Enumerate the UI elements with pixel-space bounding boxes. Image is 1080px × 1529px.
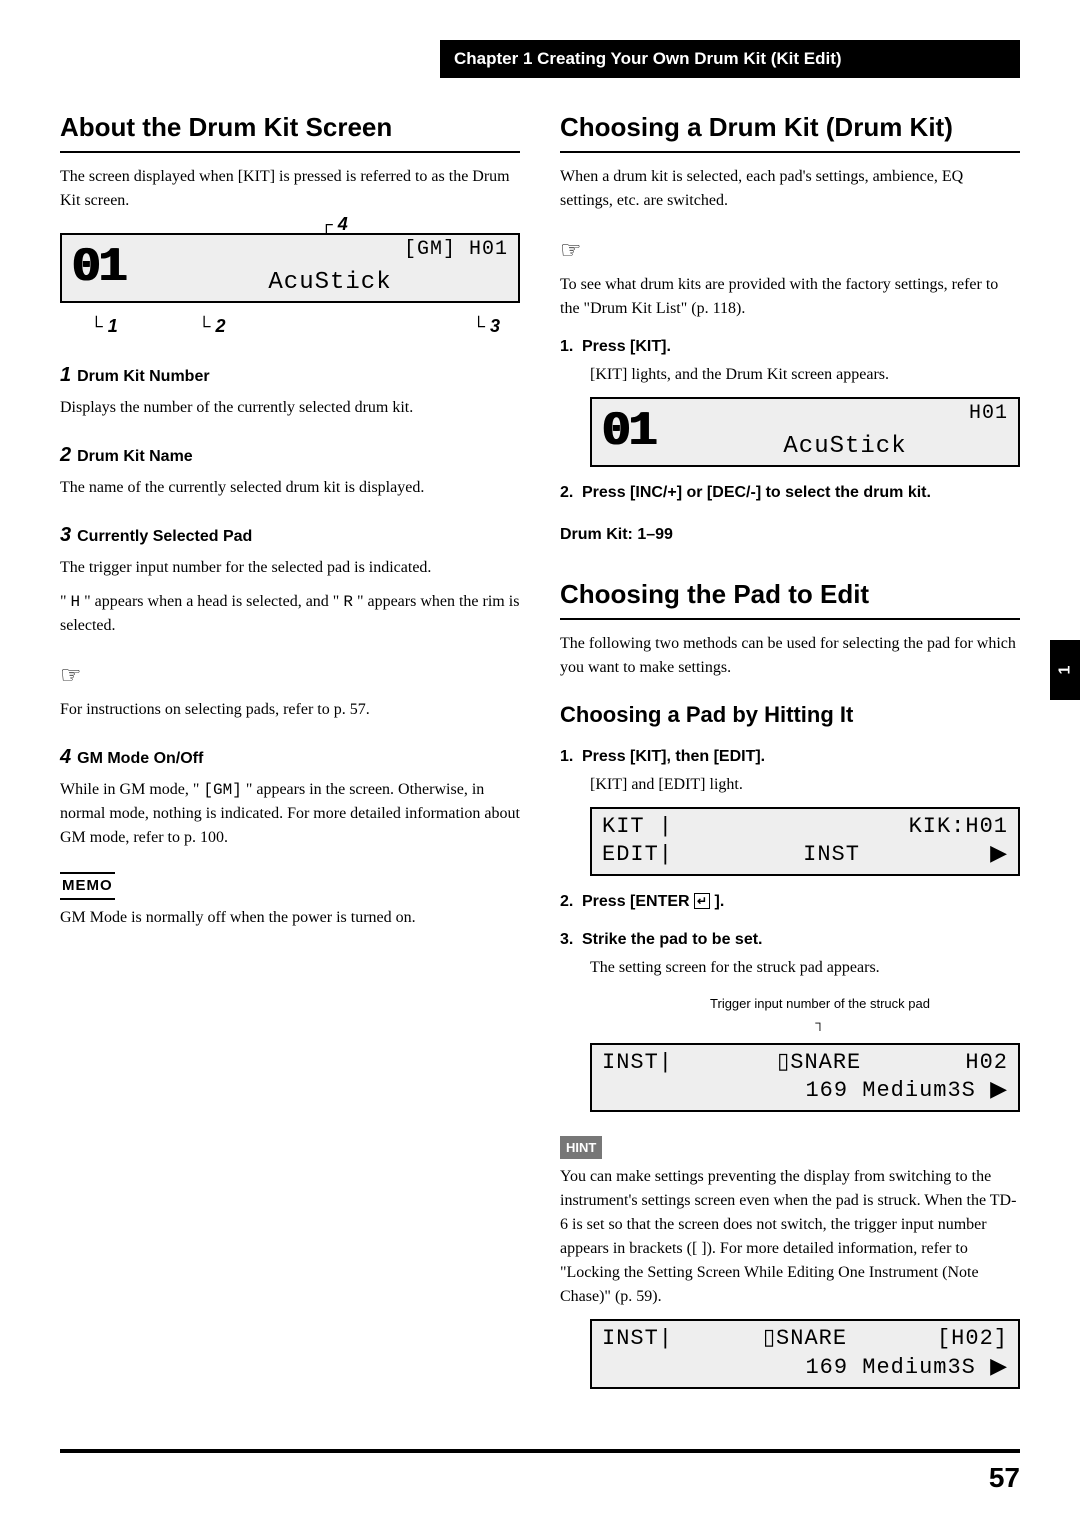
lcd-big-number: 01 — [72, 232, 152, 304]
two-column-layout: About the Drum Kit Screen The screen dis… — [60, 108, 1020, 1399]
b-step-1-body: [KIT] and [EDIT] light. — [590, 773, 1020, 797]
b-step-3-body: The setting screen for the struck pad ap… — [590, 956, 1020, 980]
lcd-inst-1: INST| ▯SNARE H02 169 Medium3S ▶ — [590, 1043, 1020, 1112]
trigger-caption: Trigger input number of the struck pad ┐ — [710, 994, 930, 1033]
lcd-drum-kit-left: 01 [GM] H01 AcuStick — [60, 233, 520, 303]
item-4-head: 4GM Mode On/Off — [60, 742, 520, 772]
diag-label-3: └ 3 — [472, 313, 520, 340]
lcd-row1-left: KIT | — [602, 813, 673, 842]
memo-badge: MEMO — [60, 872, 115, 901]
page-footer: 57 — [60, 1449, 1020, 1499]
lcd4-r2: 169 Medium3S ▶ — [602, 1354, 1008, 1383]
item-3-head: 3Currently Selected Pad — [60, 520, 520, 550]
item-3-body-1: The trigger input number for the selecte… — [60, 556, 520, 580]
pointer-note-right: To see what drum kits are provided with … — [560, 273, 1020, 321]
lcd-row1-right: KIK:H01 — [909, 813, 1008, 842]
b-step-3-label: 3.Strike the pad to be set. — [560, 928, 1020, 952]
lcd3-r1-left: INST| — [602, 1049, 673, 1078]
lcd-kit-name: AcuStick — [682, 429, 1008, 465]
hint-badge: HINT — [560, 1136, 602, 1160]
left-heading: About the Drum Kit Screen — [60, 108, 520, 153]
lcd-row2-right: ▶ — [990, 841, 1008, 870]
lcd4-r1-mid: ▯SNARE — [763, 1325, 847, 1354]
item-1-body: Displays the number of the currently sel… — [60, 396, 520, 420]
right-heading-a: Choosing a Drum Kit (Drum Kit) — [560, 108, 1020, 153]
right-p2: The following two methods can be used fo… — [560, 632, 1020, 680]
item-2-head: 2Drum Kit Name — [60, 440, 520, 470]
item-3-body-2: " H " appears when a head is selected, a… — [60, 590, 520, 638]
item-2-body: The name of the currently selected drum … — [60, 476, 520, 500]
item-1-head: 1Drum Kit Number — [60, 360, 520, 390]
pointer-note-left: For instructions on selecting pads, refe… — [60, 698, 520, 722]
drum-kit-range: Drum Kit: 1–99 — [560, 523, 1020, 547]
left-intro: The screen displayed when [KIT] is press… — [60, 165, 520, 213]
lcd3-r1-mid: ▯SNARE — [777, 1049, 861, 1078]
enter-icon: ↵ — [694, 893, 710, 909]
lcd-row2-mid: INST — [803, 841, 860, 870]
drum-kit-diagram: ┌ 4 01 [GM] H01 AcuStick └ 1 └ 2 └ 3 — [60, 233, 520, 340]
lcd-top-right: H01 — [682, 399, 1008, 429]
right-column: Choosing a Drum Kit (Drum Kit) When a dr… — [560, 108, 1020, 1399]
b-step-1-label: 1.Press [KIT], then [EDIT]. — [560, 745, 1020, 769]
hint-body: You can make settings preventing the dis… — [560, 1165, 1020, 1309]
left-column: About the Drum Kit Screen The screen dis… — [60, 108, 520, 1399]
lcd-row2-left: EDIT| — [602, 841, 673, 870]
right-heading-b: Choosing the Pad to Edit — [560, 575, 1020, 620]
lcd-inst-2: INST| ▯SNARE [H02] 169 Medium3S ▶ — [590, 1319, 1020, 1388]
diag-label-1: └ 1 — [90, 313, 118, 340]
pointer-icon: ☞ — [560, 233, 582, 269]
lcd4-r1-right: [H02] — [937, 1325, 1008, 1354]
lcd-kit-edit: KIT | KIK:H01 EDIT| INST ▶ — [590, 807, 1020, 876]
lcd-drum-kit-right: 01 H01 AcuStick — [590, 397, 1020, 467]
chapter-bar: Chapter 1 Creating Your Own Drum Kit (Ki… — [440, 40, 1020, 78]
step-1-label: 1.Press [KIT]. — [560, 335, 1020, 359]
pointer-icon: ☞ — [60, 658, 82, 694]
item-4-body: While in GM mode, " [GM] " appears in th… — [60, 778, 520, 850]
lcd-top-right: [GM] H01 — [152, 235, 508, 265]
right-p1: When a drum kit is selected, each pad's … — [560, 165, 1020, 213]
b-step-2-label: 2.Press [ENTER ↵ ]. — [560, 890, 1020, 914]
lcd-kit-name: AcuStick — [152, 265, 508, 301]
side-tab: 1 — [1050, 640, 1080, 700]
diag-label-2: └ 2 — [198, 313, 226, 340]
step-2-label: 2.Press [INC/+] or [DEC/-] to select the… — [560, 481, 1020, 505]
right-subheading: Choosing a Pad by Hitting It — [560, 698, 1020, 731]
lcd3-r1-right: H02 — [965, 1049, 1008, 1078]
lcd-big-number: 01 — [602, 396, 682, 468]
memo-body: GM Mode is normally off when the power i… — [60, 906, 520, 930]
lcd4-r1-left: INST| — [602, 1325, 673, 1354]
lcd3-r2: 169 Medium3S ▶ — [602, 1077, 1008, 1106]
step-1-body: [KIT] lights, and the Drum Kit screen ap… — [590, 363, 1020, 387]
